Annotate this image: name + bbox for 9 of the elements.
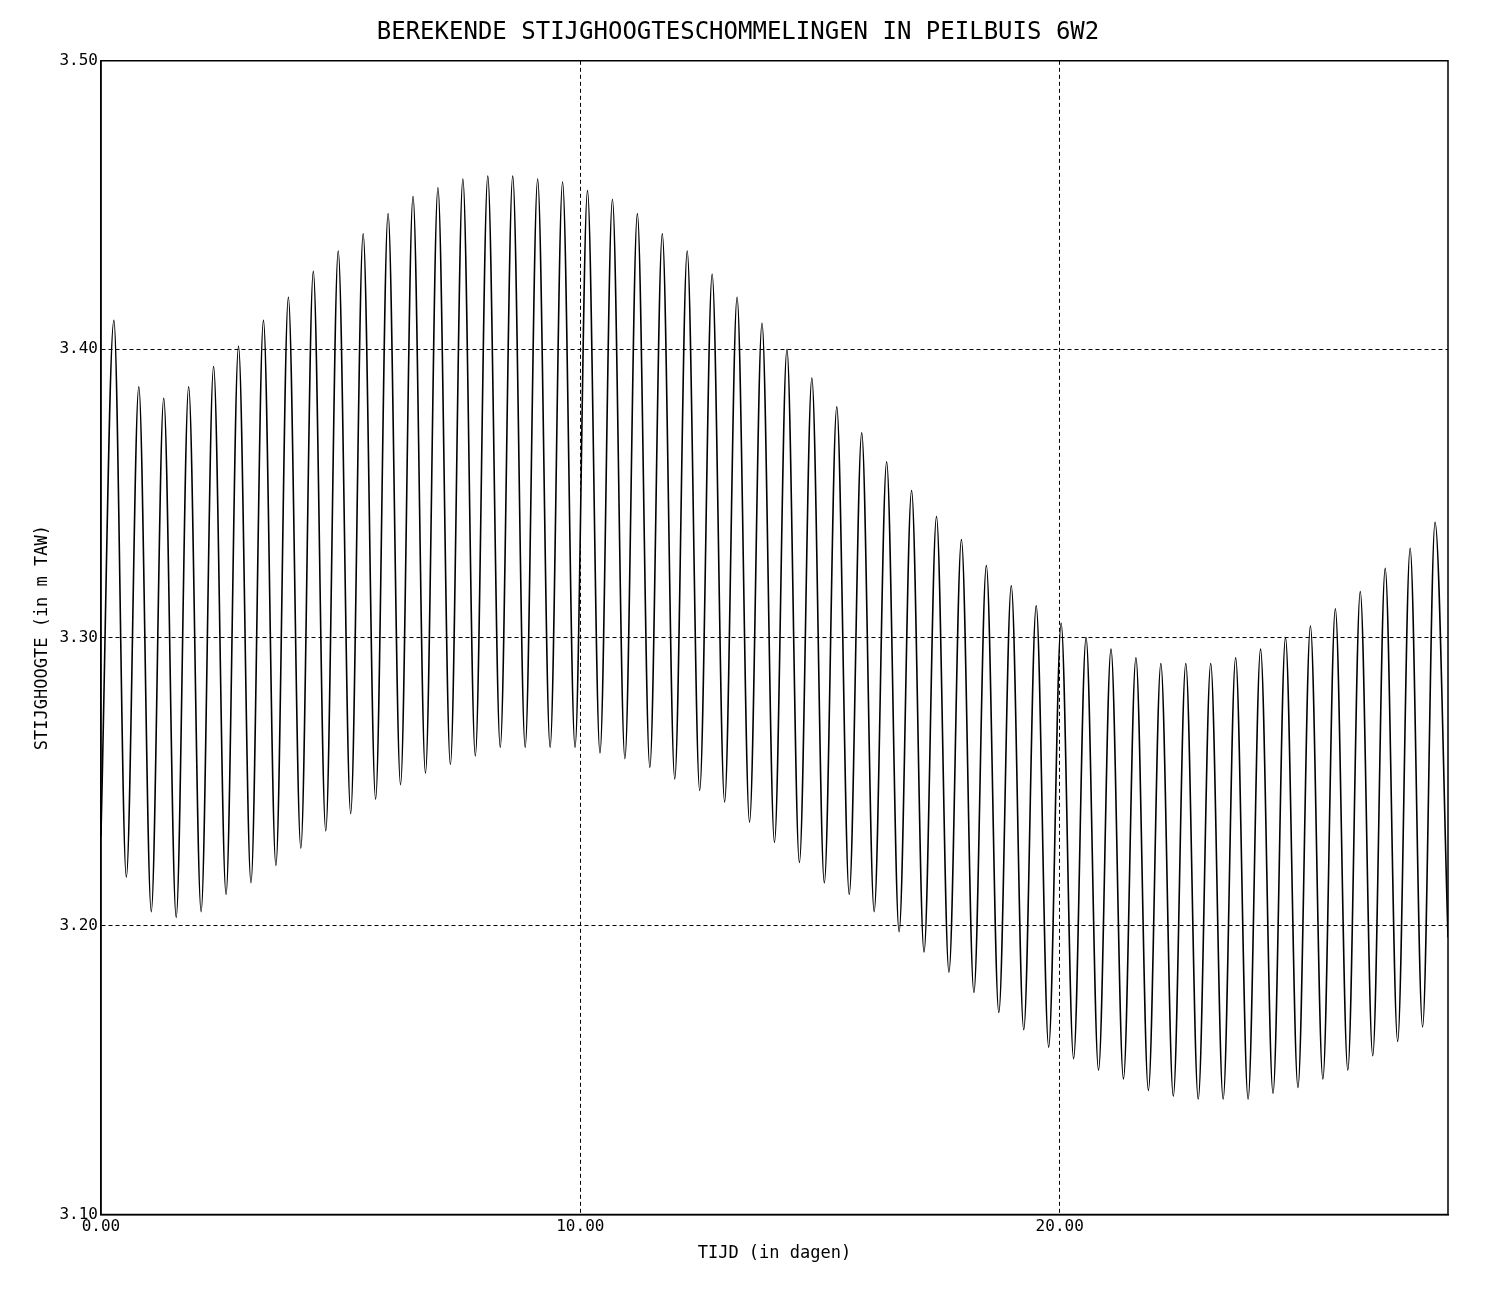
y-tick-label: 3.30 [59, 626, 98, 646]
x-tick-label: 20.00 [1035, 1216, 1084, 1236]
y-axis-title: STIJGHOOGTE (in m TAW) [30, 525, 51, 751]
x-axis-title: TIJD (in dagen) [697, 1242, 852, 1263]
y-tick-label: 3.50 [59, 49, 98, 69]
chart-title: BEREKENDE STIJGHOOGTESCHOMMELINGEN IN PEILBUIS 6W2 [376, 16, 1100, 45]
y-tick-label: 3.40 [59, 338, 98, 358]
x-tick-label: 10.00 [556, 1216, 605, 1236]
y-tick-label: 3.20 [59, 915, 98, 935]
